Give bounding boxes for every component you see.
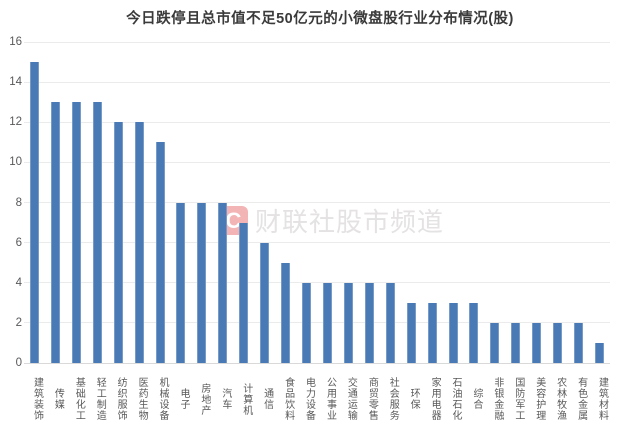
bar-石油石化 <box>448 302 458 363</box>
bar-医药生物 <box>134 122 144 363</box>
watermark-text: 财联社股市频道 <box>255 207 445 237</box>
x-axis-tick-label: 建筑材料 <box>596 377 608 421</box>
bar-建筑材料 <box>595 342 605 363</box>
bar-商贸零售 <box>364 282 374 363</box>
y-axis-tick-label: 12 <box>9 116 22 129</box>
x-axis-tick-label: 房地产 <box>198 382 210 416</box>
bar-国防军工 <box>511 322 521 363</box>
y-axis-tick-label: 8 <box>15 196 22 209</box>
x-axis-tick-label: 电子 <box>177 388 189 410</box>
x-axis-tick-label: 机械设备 <box>157 377 169 421</box>
x-axis-tick-label: 社会服务 <box>387 377 399 421</box>
x-axis-tick-label: 交通运输 <box>345 377 357 421</box>
x-axis-tick-label: 食品饮料 <box>282 377 294 421</box>
bar-传媒 <box>50 102 60 363</box>
x-axis-tick-label: 非银金融 <box>491 377 503 421</box>
bar-电力设备 <box>302 282 312 363</box>
gridline <box>24 121 610 123</box>
bar-汽车 <box>218 202 228 363</box>
x-axis-tick-label: 基础化工 <box>73 377 85 421</box>
bar-农林牧渔 <box>553 322 563 363</box>
y-axis-tick-label: 14 <box>9 76 22 89</box>
x-axis-tick-label: 电力设备 <box>303 377 315 421</box>
bar-交通运输 <box>343 282 353 363</box>
gridline <box>24 41 610 43</box>
y-axis-tick-label: 16 <box>9 36 22 48</box>
x-axis-tick-label: 家用电器 <box>429 377 441 421</box>
y-axis-tick-label: 0 <box>15 357 22 369</box>
bar-电子 <box>176 202 186 363</box>
x-axis-line <box>24 362 610 364</box>
bar-有色金属 <box>574 322 584 363</box>
x-axis-tick-label: 汽车 <box>219 388 231 410</box>
x-axis-tick-label: 医药生物 <box>136 377 148 421</box>
x-axis-tick-label: 国防军工 <box>512 377 524 421</box>
gridline <box>24 161 610 163</box>
bar-环保 <box>406 302 416 363</box>
bar-基础化工 <box>71 102 81 363</box>
x-axis-tick-label: 美容护理 <box>533 377 545 421</box>
gridline <box>24 282 610 284</box>
x-axis-tick-label: 农林牧渔 <box>554 377 566 421</box>
x-axis-tick-label: 综合 <box>470 388 482 410</box>
bar-房地产 <box>197 202 207 363</box>
gridline <box>24 81 610 83</box>
bar-社会服务 <box>385 282 395 363</box>
x-axis-tick-label: 有色金属 <box>575 377 587 421</box>
bar-公用事业 <box>322 282 332 363</box>
x-axis-tick-label: 建筑装饰 <box>31 377 43 421</box>
bar-美容护理 <box>532 322 542 363</box>
x-axis-tick-label: 公用事业 <box>324 377 336 421</box>
chart-title: 今日跌停且总市值不足50亿元的小微盘股行业分布情况(股) <box>126 11 514 27</box>
x-axis-tick-label: 石油石化 <box>450 377 462 421</box>
bar-计算机 <box>239 222 249 363</box>
y-axis-tick-label: 10 <box>9 156 22 169</box>
bar-非银金融 <box>490 322 500 363</box>
bar-通信 <box>260 242 270 363</box>
gridline <box>24 202 610 203</box>
x-axis-tick-label: 轻工制造 <box>94 377 106 421</box>
bar-建筑装饰 <box>29 62 39 363</box>
bar-纺织服饰 <box>113 122 123 363</box>
bar-家用电器 <box>427 302 437 363</box>
bar-食品饮料 <box>281 262 291 363</box>
gridline <box>24 322 610 324</box>
y-axis-tick-label: 4 <box>15 276 22 289</box>
bar-轻工制造 <box>92 102 102 363</box>
x-axis-tick-label: 环保 <box>408 388 420 410</box>
y-axis-tick-label: 2 <box>15 316 22 329</box>
x-axis-tick-label: 纺织服饰 <box>115 377 127 421</box>
gridline <box>24 242 610 244</box>
bar-综合 <box>469 302 479 363</box>
y-axis-tick-label: 6 <box>15 236 22 249</box>
x-axis-tick-label: 传媒 <box>52 388 64 410</box>
x-axis-tick-label: 计算机 <box>240 382 252 416</box>
x-axis-tick-label: 商贸零售 <box>366 377 378 421</box>
x-axis-tick-label: 通信 <box>261 388 273 410</box>
bar-机械设备 <box>155 142 165 363</box>
